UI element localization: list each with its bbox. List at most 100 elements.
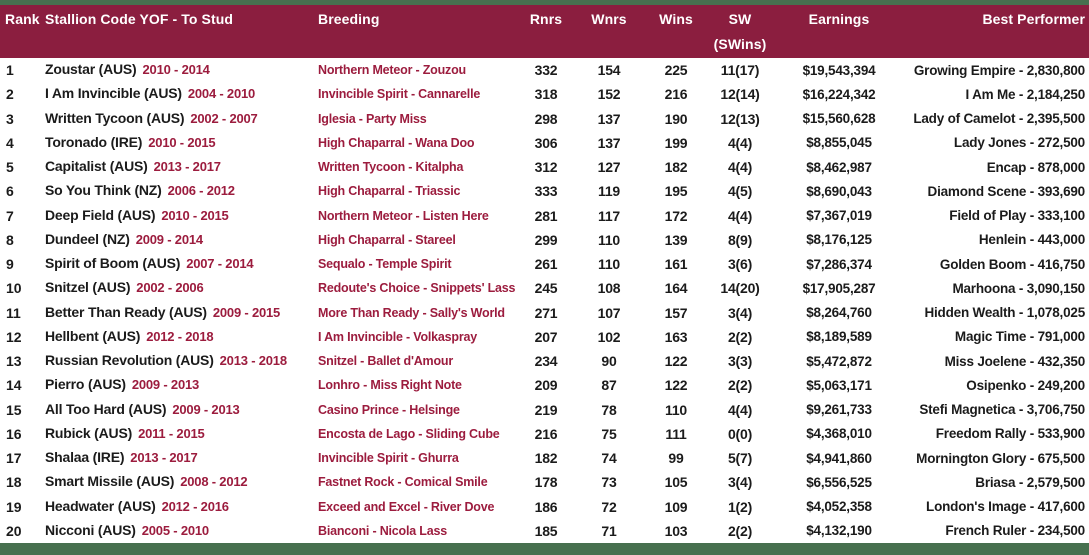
runners-cell: 333 [534, 183, 558, 200]
earnings-cell: $8,462,987 [806, 159, 872, 175]
stakes-wins-cell: 5(7) [727, 450, 753, 467]
stallion-name[interactable]: Rubick (AUS) [45, 424, 133, 441]
rank-cell: 4 [6, 134, 14, 151]
stallion-cell: Hellbent (AUS) 2012 - 2018 [42, 328, 315, 346]
runners-cell: 185 [534, 522, 558, 539]
table-row[interactable]: 14 Pierro (AUS) 2009 - 2013 Lonhro - Miss… [0, 373, 1089, 397]
table-row[interactable]: 11 Better Than Ready (AUS) 2009 - 2015 Mo… [0, 301, 1089, 325]
table-row[interactable]: 13 Russian Revolution (AUS) 2013 - 2018 S… [0, 349, 1089, 373]
best-performer-cell: Lady Jones - 272,500 [953, 135, 1085, 151]
winners-cell: 102 [597, 328, 621, 345]
rank-cell: 5 [6, 159, 14, 176]
col-header-winners[interactable]: Wnrs [591, 11, 627, 27]
winners-cell: 73 [601, 474, 617, 491]
stallion-name[interactable]: So You Think (NZ) [45, 182, 162, 199]
stakes-wins-cell: 3(6) [727, 256, 753, 273]
stud-years: 2012 - 2018 [146, 328, 214, 344]
winners-cell: 117 [598, 207, 620, 224]
best-performer-cell: London's Image - 417,600 [926, 499, 1085, 515]
stallion-name[interactable]: Smart Missile (AUS) [45, 473, 175, 490]
table-row[interactable]: 19 Headwater (AUS) 2012 - 2016 Exceed and… [0, 495, 1089, 519]
col-header-rank[interactable]: Rank [5, 11, 40, 27]
table-row[interactable]: 8 Dundeel (NZ) 2009 - 2014 High Chaparral… [0, 228, 1089, 252]
stallion-cell: Nicconi (AUS) 2005 - 2010 [42, 522, 315, 540]
table-row[interactable]: 12 Hellbent (AUS) 2012 - 2018 I Am Invinc… [0, 325, 1089, 349]
stallion-cell: Smart Missile (AUS) 2008 - 2012 [42, 473, 315, 491]
col-header-best-performer[interactable]: Best Performer [982, 11, 1085, 27]
wins-cell: 103 [664, 522, 688, 539]
col-header-wins[interactable]: Wins [659, 11, 693, 27]
col-header-stallion[interactable]: Stallion Code YOF - To Stud [45, 11, 234, 27]
stallion-name[interactable]: Capitalist (AUS) [45, 158, 148, 175]
stallion-name[interactable]: Pierro (AUS) [45, 376, 126, 393]
table-row[interactable]: 3 Written Tycoon (AUS) 2002 - 2007 Iglesi… [0, 107, 1089, 131]
breeding-cell: Fastnet Rock - Comical Smile [318, 475, 488, 490]
table-row[interactable]: 15 All Too Hard (AUS) 2009 - 2013 Casino … [0, 398, 1089, 422]
stallion-name[interactable]: Snitzel (AUS) [45, 279, 131, 296]
stallion-name[interactable]: Toronado (IRE) [45, 133, 143, 150]
rank-cell: 1 [6, 62, 14, 79]
table-row[interactable]: 7 Deep Field (AUS) 2010 - 2015 Northern M… [0, 204, 1089, 228]
breeding-cell: Exceed and Excel - River Dove [318, 499, 495, 514]
stallion-cell: Capitalist (AUS) 2013 - 2017 [42, 158, 315, 176]
stallion-name[interactable]: I Am Invincible (AUS) [45, 85, 182, 102]
earnings-cell: $4,368,010 [806, 426, 872, 442]
stallion-cell: Written Tycoon (AUS) 2002 - 2007 [42, 110, 315, 128]
table-row[interactable]: 5 Capitalist (AUS) 2013 - 2017 Written Ty… [0, 155, 1089, 179]
rank-cell: 11 [6, 304, 21, 321]
rank-cell: 3 [6, 110, 14, 127]
rank-cell: 16 [6, 425, 22, 442]
stallion-name[interactable]: All Too Hard (AUS) [45, 400, 167, 417]
stallion-cell: Rubick (AUS) 2011 - 2015 [42, 425, 315, 443]
col-header-stakes-wins[interactable]: SW (SWins) [706, 5, 774, 58]
stallion-name[interactable]: Hellbent (AUS) [45, 327, 141, 344]
best-performer-cell: Field of Play - 333,100 [949, 208, 1085, 224]
table-row[interactable]: 4 Toronado (IRE) 2010 - 2015 High Chaparr… [0, 131, 1089, 155]
stakes-wins-cell: 4(4) [727, 134, 753, 151]
table-row[interactable]: 18 Smart Missile (AUS) 2008 - 2012 Fastne… [0, 470, 1089, 494]
stallion-name[interactable]: Zoustar (AUS) [45, 61, 137, 78]
earnings-cell: $7,286,374 [806, 256, 872, 272]
table-row[interactable]: 16 Rubick (AUS) 2011 - 2015 Encosta de La… [0, 422, 1089, 446]
earnings-cell: $4,132,190 [806, 523, 872, 539]
col-header-breeding[interactable]: Breeding [318, 11, 380, 27]
stud-years: 2004 - 2010 [187, 86, 256, 102]
runners-cell: 298 [534, 110, 558, 127]
stallion-name[interactable]: Written Tycoon (AUS) [45, 109, 185, 126]
runners-cell: 312 [534, 159, 558, 176]
stallion-name[interactable]: Dundeel (NZ) [45, 230, 130, 247]
stallion-name[interactable]: Spirit of Boom (AUS) [45, 255, 181, 272]
stallion-cell: Russian Revolution (AUS) 2013 - 2018 [42, 352, 315, 370]
stallion-name[interactable]: Shalaa (IRE) [45, 449, 125, 466]
table-row[interactable]: 10 Snitzel (AUS) 2002 - 2006 Redoute's Ch… [0, 276, 1089, 300]
table-row[interactable]: 20 Nicconi (AUS) 2005 - 2010 Bianconi - N… [0, 519, 1089, 543]
stallion-name[interactable]: Russian Revolution (AUS) [45, 352, 214, 369]
stakes-wins-cell: 12(13) [720, 110, 760, 127]
stud-years: 2013 - 2017 [130, 450, 198, 466]
col-header-runners[interactable]: Rnrs [529, 11, 563, 27]
stallion-cell: Pierro (AUS) 2009 - 2013 [42, 376, 315, 394]
table-row[interactable]: 9 Spirit of Boom (AUS) 2007 - 2014 Sequal… [0, 252, 1089, 276]
table-row[interactable]: 1 Zoustar (AUS) 2010 - 2014 Northern Mete… [0, 58, 1089, 82]
stallion-name[interactable]: Headwater (AUS) [45, 497, 156, 514]
runners-cell: 245 [534, 280, 558, 297]
earnings-cell: $5,472,872 [806, 353, 872, 369]
stallion-cell: Spirit of Boom (AUS) 2007 - 2014 [42, 255, 315, 273]
col-header-earnings[interactable]: Earnings [808, 11, 870, 27]
best-performer-cell: Miss Joelene - 432,350 [944, 353, 1086, 369]
stallion-name[interactable]: Deep Field (AUS) [45, 206, 156, 223]
rank-cell: 12 [6, 328, 22, 345]
table-row[interactable]: 17 Shalaa (IRE) 2013 - 2017 Invincible Sp… [0, 446, 1089, 470]
best-performer-cell: Briasa - 2,579,500 [975, 474, 1085, 490]
stakes-wins-header-line1: SW [728, 11, 752, 27]
stakes-wins-cell: 1(2) [727, 498, 753, 515]
breeding-cell: Written Tycoon - Kitalpha [318, 160, 464, 175]
stallion-name[interactable]: Nicconi (AUS) [45, 521, 136, 538]
stakes-wins-cell: 14(20) [720, 280, 760, 297]
breeding-cell: Bianconi - Nicola Lass [318, 523, 447, 538]
best-performer-cell: Mornington Glory - 675,500 [916, 450, 1085, 466]
stallion-name[interactable]: Better Than Ready (AUS) [45, 303, 207, 320]
wins-cell: 105 [664, 474, 688, 491]
table-row[interactable]: 6 So You Think (NZ) 2006 - 2012 High Chap… [0, 179, 1089, 203]
table-row[interactable]: 2 I Am Invincible (AUS) 2004 - 2010 Invin… [0, 82, 1089, 106]
